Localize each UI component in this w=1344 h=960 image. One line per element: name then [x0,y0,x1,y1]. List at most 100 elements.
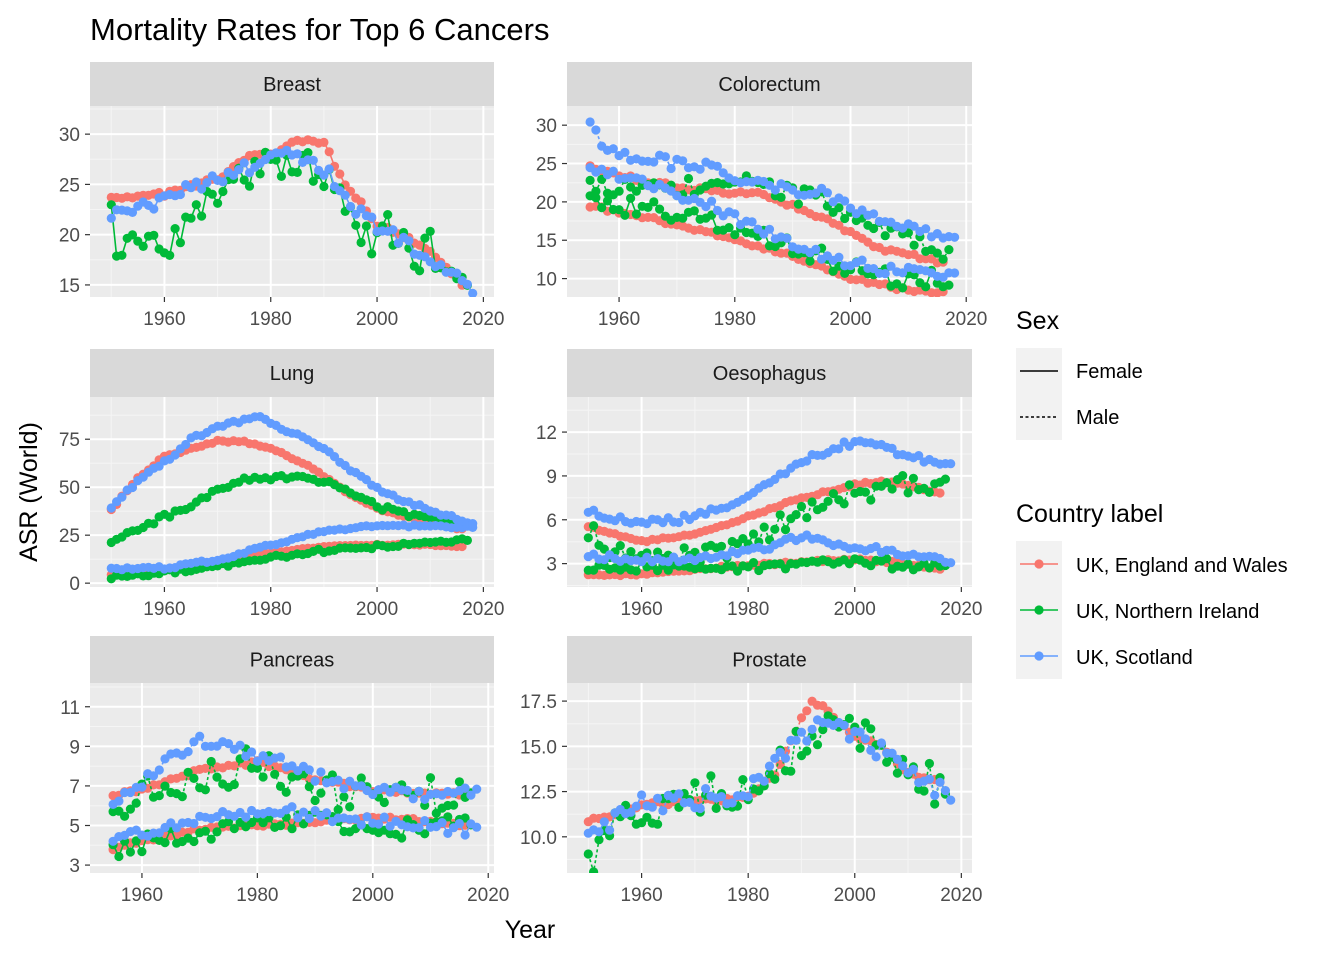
data-point [175,189,185,200]
data-point [462,279,472,289]
facet-strip-label: Colorectum [718,74,820,96]
data-point [626,193,636,203]
data-point [189,737,199,747]
y-tick-label: 20 [536,193,557,214]
data-point [591,125,601,135]
data-point [149,230,159,240]
data-point [796,727,807,737]
data-point [149,204,159,214]
data-point [791,735,801,745]
data-point [154,765,164,775]
data-point [160,781,170,791]
series-uk-scotland-male [583,436,956,529]
data-point [339,792,349,802]
data-point [351,220,361,230]
data-point [780,525,791,535]
data-point [924,758,935,769]
data-point [356,820,366,830]
data-point [770,774,780,784]
legend-label: Male [1076,407,1119,429]
facet-strip-label: Breast [263,74,321,96]
data-point [614,205,624,215]
data-point [834,203,844,213]
x-tick-label: 2020 [462,599,504,620]
x-tick-label: 1960 [143,309,185,330]
data-point [876,738,887,748]
y-tick-label: 30 [536,116,557,137]
data-point [304,813,314,824]
y-tick-label: 15.0 [520,737,557,758]
data-point [866,724,876,734]
data-point [229,824,239,834]
data-point [932,248,942,258]
data-point [887,484,897,494]
data-point [252,763,262,773]
data-point [120,811,130,821]
panel-breast: Breast 1960 1980 2000 2020 15 20 25 30 [59,62,505,330]
data-point [213,198,223,208]
data-point [626,547,636,557]
x-tick-label: 2000 [829,309,871,330]
data-point [748,529,759,539]
data-point [802,706,812,716]
data-point [350,814,361,824]
data-point [716,792,727,802]
chart-title: Mortality Rates for Top 6 Cancers [90,12,549,47]
facet-strip [90,349,494,397]
data-point [137,782,147,792]
data-point [383,210,393,220]
data-point [871,752,881,762]
series-uk-scotland-female [108,802,482,846]
facet-strip [90,636,494,683]
data-point [882,554,892,564]
data-point [608,144,618,154]
data-point [177,792,187,802]
data-point [747,217,757,227]
data-point [921,282,931,292]
data-point [298,807,309,817]
data-point [818,502,828,512]
x-tick-label: 2020 [467,885,509,906]
data-point [944,245,954,255]
data-point [319,170,329,180]
data-point [361,221,371,231]
data-point [620,210,630,220]
data-point [127,230,138,240]
y-tick-label: 3 [69,856,80,877]
data-point [367,249,377,259]
series-uk-scotland-male [108,731,482,810]
x-tick-label: 1980 [236,885,278,906]
x-tick-label: 2020 [940,885,982,906]
data-point [743,792,753,802]
data-point [589,521,599,531]
data-point [468,519,478,529]
legend-country-title: Country label [1016,500,1163,528]
data-point [642,812,652,822]
data-point [637,790,647,800]
data-point [255,169,265,179]
data-point [165,250,175,260]
data-point [608,166,618,176]
data-point [807,497,817,507]
data-point [940,474,951,484]
data-point [425,226,435,236]
data-point [218,186,228,197]
y-tick-label: 50 [59,478,80,499]
facet-strip-label: Oesophagus [713,363,826,385]
data-point [793,199,804,209]
data-point [839,720,849,730]
data-point [597,203,607,213]
data-point [258,772,268,782]
data-point [594,835,604,845]
data-point [643,202,653,212]
data-point [137,847,147,857]
data-point [938,254,948,264]
data-point [701,202,711,212]
facet-strip [567,62,972,106]
data-point [946,558,956,568]
data-point [191,177,201,187]
data-point [844,480,855,490]
x-tick-label: 1980 [727,885,769,906]
data-point [898,761,908,771]
data-point [834,252,844,262]
